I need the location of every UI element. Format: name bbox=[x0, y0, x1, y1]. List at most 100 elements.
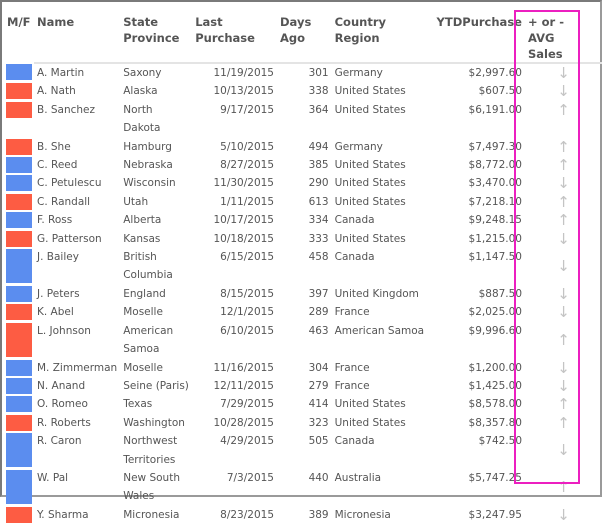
days-ago-cell: 389 bbox=[308, 508, 329, 521]
ytd-cell: $5,747.25 bbox=[468, 471, 522, 484]
last-purchase-cell: 11/19/2015 bbox=[213, 67, 274, 79]
country-cell: United States bbox=[334, 416, 406, 429]
state-cell: New South Wales bbox=[123, 471, 180, 503]
table-row[interactable]: B. She Hamburg 5/10/2015 494 Germany $7,497.3… bbox=[4, 138, 602, 156]
gender-swatch bbox=[4, 248, 34, 285]
header-last-purchase[interactable]: Last Purchase bbox=[192, 14, 277, 64]
arrow-up-icon: ↑ bbox=[557, 192, 570, 211]
last-purchase-cell: 10/18/2015 bbox=[213, 232, 274, 245]
name-cell: R. Caron bbox=[37, 435, 82, 448]
table-row[interactable]: Y. Sharma Micronesia 8/23/2015 389 Micronesi… bbox=[4, 506, 602, 524]
state-cell: Washington bbox=[123, 416, 185, 429]
gender-swatch bbox=[4, 322, 34, 359]
days-ago-cell: 397 bbox=[308, 287, 329, 300]
header-ytd[interactable]: YTDPurchase bbox=[433, 14, 525, 64]
table-row[interactable]: O. Romeo Texas 7/29/2015 414 United States $8… bbox=[4, 395, 602, 413]
ytd-cell: $9,248.15 bbox=[468, 214, 522, 227]
state-cell: North Dakota bbox=[123, 103, 161, 135]
days-ago-cell: 279 bbox=[308, 379, 329, 392]
table-row[interactable]: R. Caron Northwest Territories 4/29/2015 50… bbox=[4, 432, 602, 469]
name-cell: N. Anand bbox=[37, 379, 86, 392]
arrow-down-icon: ↓ bbox=[557, 229, 570, 248]
table-row[interactable]: J. Peters England 8/15/2015 397 United Kingd… bbox=[4, 285, 602, 303]
header-gender[interactable]: M/F bbox=[7, 15, 31, 29]
days-ago-cell: 613 bbox=[308, 195, 329, 208]
ytd-cell: $1,215.00 bbox=[468, 232, 522, 245]
last-purchase-cell: 12/11/2015 bbox=[213, 379, 274, 392]
gender-swatch bbox=[4, 285, 34, 303]
table-row[interactable]: N. Anand Seine (Paris) 12/11/2015 279 France… bbox=[4, 377, 602, 395]
days-ago-cell: 364 bbox=[308, 103, 329, 116]
last-purchase-cell: 6/15/2015 bbox=[220, 251, 274, 264]
last-purchase-cell: 1/11/2015 bbox=[220, 195, 274, 208]
state-cell: Nebraska bbox=[123, 159, 173, 172]
gender-swatch bbox=[4, 63, 34, 82]
arrow-up-icon: ↑ bbox=[557, 395, 570, 414]
state-cell: Utah bbox=[123, 195, 149, 208]
table-row[interactable]: A. Nath Alaska 10/13/2015 338 United States $… bbox=[4, 82, 602, 100]
gender-swatch bbox=[4, 469, 34, 506]
state-cell: Micronesia bbox=[123, 508, 180, 521]
country-cell: United States bbox=[334, 232, 406, 245]
country-cell: Canada bbox=[334, 251, 375, 264]
arrow-up-icon: ↑ bbox=[557, 211, 570, 230]
arrow-down-icon: ↓ bbox=[557, 257, 570, 276]
ytd-cell: $2,025.00 bbox=[468, 306, 522, 319]
ytd-cell: $3,470.00 bbox=[468, 177, 522, 190]
state-cell: Wisconsin bbox=[123, 177, 176, 190]
days-ago-cell: 463 bbox=[308, 324, 329, 337]
arrow-up-icon: ↑ bbox=[557, 478, 570, 497]
last-purchase-cell: 8/15/2015 bbox=[220, 287, 274, 300]
state-cell: Seine (Paris) bbox=[123, 379, 189, 392]
table-row[interactable]: M. Zimmerman Moselle 11/16/2015 304 France $1… bbox=[4, 359, 602, 377]
last-purchase-cell: 4/29/2015 bbox=[220, 435, 274, 448]
table-row[interactable]: A. Martin Saxony 11/19/2015 301 Germany $2,99… bbox=[4, 63, 602, 82]
state-cell: Alaska bbox=[123, 85, 158, 98]
name-cell: A. Nath bbox=[37, 85, 76, 98]
days-ago-cell: 458 bbox=[308, 251, 329, 264]
table-row[interactable]: C. Petulescu Wisconsin 11/30/2015 290 United… bbox=[4, 174, 602, 192]
header-avg-sales[interactable]: + or - AVG Sales bbox=[525, 14, 602, 64]
country-cell: United States bbox=[334, 398, 406, 411]
header-name[interactable]: Name bbox=[34, 14, 121, 64]
country-cell: France bbox=[334, 361, 370, 374]
table-row[interactable]: B. Sanchez North Dakota 9/17/2015 364 United… bbox=[4, 101, 602, 138]
gender-swatch bbox=[4, 414, 34, 432]
last-purchase-cell: 11/30/2015 bbox=[213, 177, 274, 190]
country-cell: France bbox=[334, 379, 370, 392]
gender-swatch bbox=[4, 174, 34, 192]
country-cell: American Samoa bbox=[334, 324, 425, 337]
name-cell: C. Randall bbox=[37, 195, 91, 208]
table-row[interactable]: F. Ross Alberta 10/17/2015 334 Canada $9,248.… bbox=[4, 211, 602, 229]
country-cell: Micronesia bbox=[334, 508, 391, 521]
table-row[interactable]: C. Reed Nebraska 8/27/2015 385 United States… bbox=[4, 156, 602, 174]
last-purchase-cell: 9/17/2015 bbox=[220, 103, 274, 116]
ytd-cell: $3,247.95 bbox=[468, 508, 522, 521]
state-cell: Hamburg bbox=[123, 140, 172, 153]
header-state[interactable]: State Province bbox=[120, 14, 193, 64]
arrow-down-icon: ↓ bbox=[557, 174, 570, 193]
ytd-cell: $7,497.30 bbox=[468, 140, 522, 153]
country-cell: Australia bbox=[334, 471, 382, 484]
header-days-ago[interactable]: Days Ago bbox=[277, 14, 332, 64]
name-cell: C. Reed bbox=[37, 159, 78, 172]
name-cell: F. Ross bbox=[37, 214, 73, 227]
days-ago-cell: 414 bbox=[308, 398, 329, 411]
state-cell: Alberta bbox=[123, 214, 162, 227]
state-cell: England bbox=[123, 287, 166, 300]
table-row[interactable]: L. Johnson American Samoa 6/10/2015 463 Amer… bbox=[4, 322, 602, 359]
gender-swatch bbox=[4, 395, 34, 413]
table-row[interactable]: R. Roberts Washington 10/28/2015 323 United … bbox=[4, 414, 602, 432]
table-row[interactable]: C. Randall Utah 1/11/2015 613 United States $… bbox=[4, 193, 602, 211]
gender-swatch bbox=[4, 101, 34, 138]
ytd-cell: $8,357.80 bbox=[468, 416, 522, 429]
table-row[interactable]: J. Bailey British Columbia 6/15/2015 458 Can… bbox=[4, 248, 602, 285]
country-cell: Canada bbox=[334, 214, 375, 227]
ytd-cell: $9,996.60 bbox=[468, 324, 522, 337]
table-row[interactable]: W. Pal New South Wales 7/3/2015 440 Australi… bbox=[4, 469, 602, 506]
ytd-cell: $1,200.00 bbox=[468, 361, 522, 374]
table-row[interactable]: G. Patterson Kansas 10/18/2015 333 United St… bbox=[4, 230, 602, 248]
arrow-up-icon: ↑ bbox=[557, 330, 570, 349]
header-country[interactable]: Country Region bbox=[331, 14, 434, 64]
table-row[interactable]: K. Abel Moselle 12/1/2015 289 France $2,025.0… bbox=[4, 303, 602, 321]
